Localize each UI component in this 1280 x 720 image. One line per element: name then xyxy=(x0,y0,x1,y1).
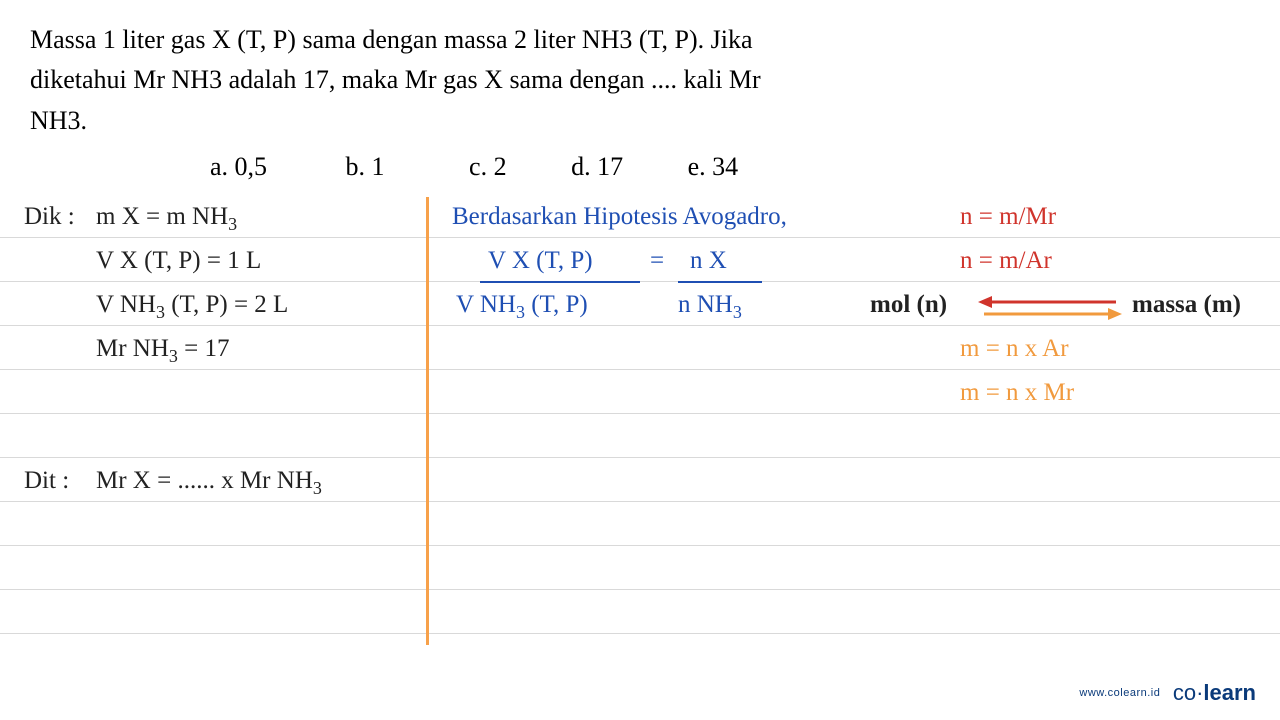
option-b: b. 1 xyxy=(346,147,385,187)
fraction-denominator-left: V NH3 (T, P) xyxy=(456,291,588,323)
column-divider xyxy=(426,197,429,645)
rule-line xyxy=(0,589,1280,590)
question-line-3: NH3. xyxy=(30,101,1250,141)
fraction-numerator-left: V X (T, P) xyxy=(488,247,593,275)
label-massa-m: massa (m) xyxy=(1132,291,1241,319)
rule-line xyxy=(0,501,1280,502)
dik-line-3: V NH3 (T, P) = 2 L xyxy=(96,291,288,323)
fraction-denominator-right: n NH3 xyxy=(678,291,742,323)
rule-line xyxy=(0,281,1280,282)
dik-label: Dik : xyxy=(24,203,75,231)
option-c: c. 2 xyxy=(469,147,507,187)
dik-line-2: V X (T, P) = 1 L xyxy=(96,247,261,275)
avogadro-heading: Berdasarkan Hipotesis Avogadro, xyxy=(452,203,787,231)
dik-line-1: m X = m NH3 xyxy=(96,203,237,235)
question-block: Massa 1 liter gas X (T, P) sama dengan m… xyxy=(0,0,1280,197)
work-area: Dik : m X = m NH3 V X (T, P) = 1 L V NH3… xyxy=(0,197,1280,697)
rule-line xyxy=(0,457,1280,458)
dit-line: Mr X = ...... x Mr NH3 xyxy=(96,467,322,499)
dit-label: Dit : xyxy=(24,467,69,495)
question-line-1: Massa 1 liter gas X (T, P) sama dengan m… xyxy=(30,20,1250,60)
question-line-2: diketahui Mr NH3 adalah 17, maka Mr gas … xyxy=(30,60,1250,100)
fraction-equals: = xyxy=(650,247,664,275)
formula-m-mr: m = n x Mr xyxy=(960,379,1074,407)
fraction-bar-left xyxy=(480,281,640,283)
double-arrow-icon xyxy=(976,291,1124,330)
formula-n-mr: n = m/Mr xyxy=(960,203,1056,231)
option-a: a. 0,5 xyxy=(210,147,267,187)
footer-url: www.colearn.id xyxy=(1079,687,1160,699)
dik-line-4: Mr NH3 = 17 xyxy=(96,335,230,367)
rule-line xyxy=(0,413,1280,414)
fraction-bar-right xyxy=(678,281,762,283)
formula-m-ar: m = n x Ar xyxy=(960,335,1069,363)
rule-line xyxy=(0,633,1280,634)
option-d: d. 17 xyxy=(571,147,623,187)
footer-brand: www.colearn.id co·learn xyxy=(1079,680,1256,706)
rule-line xyxy=(0,237,1280,238)
brand-logo: co·learn xyxy=(1173,680,1256,705)
option-e: e. 34 xyxy=(688,147,739,187)
label-mol-n: mol (n) xyxy=(870,291,947,319)
rule-line xyxy=(0,545,1280,546)
options-row: a. 0,5 b. 1 c. 2 d. 17 e. 34 xyxy=(30,141,1250,197)
formula-n-ar: n = m/Ar xyxy=(960,247,1052,275)
rule-line xyxy=(0,369,1280,370)
fraction-numerator-right: n X xyxy=(690,247,727,275)
